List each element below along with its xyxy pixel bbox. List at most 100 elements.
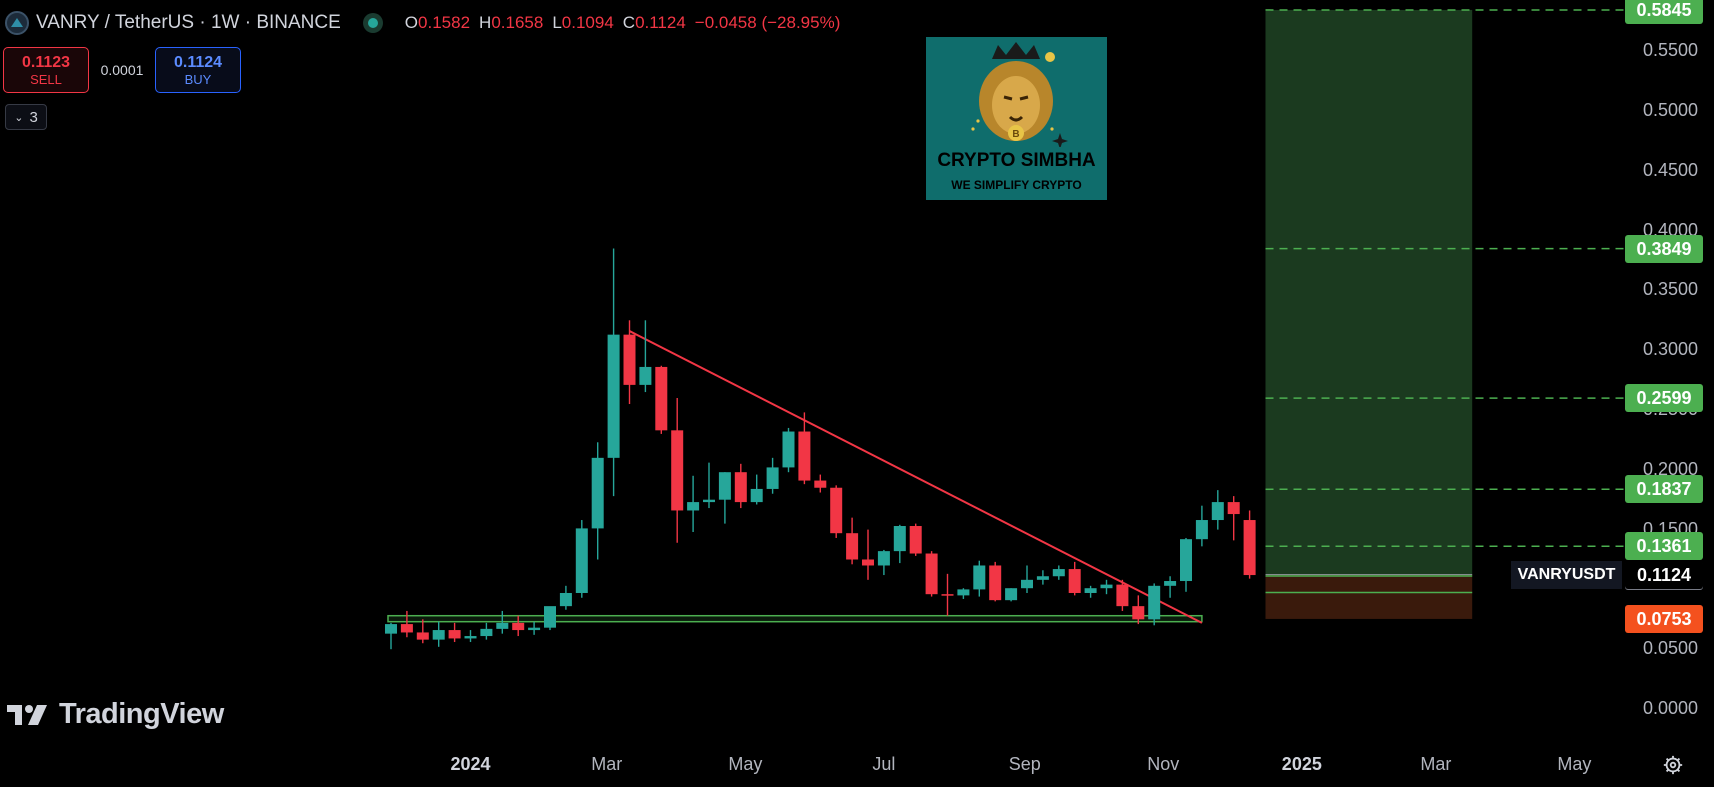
candle-body: [862, 559, 874, 566]
candle: [496, 610, 509, 634]
spread-value: 0.0001: [100, 62, 144, 78]
candle: [1211, 490, 1224, 530]
candle-body: [496, 622, 509, 629]
tradingview-logo[interactable]: TradingView: [7, 698, 224, 731]
symbol-price-tag: VANRYUSDT: [1511, 561, 1622, 589]
candle-body: [655, 366, 668, 431]
candle: [623, 320, 636, 405]
price-level-tag: 0.3849: [1625, 234, 1703, 263]
candle: [830, 485, 843, 538]
candle: [385, 622, 397, 650]
candle-body: [941, 594, 954, 596]
candle: [464, 630, 477, 643]
buy-price: 0.1124: [173, 53, 223, 71]
candle: [400, 610, 413, 638]
price-tick-label: 0.3000: [1642, 339, 1698, 360]
price-tick-label: 0.4000: [1642, 219, 1698, 240]
candle: [544, 606, 556, 631]
logo-title: CRYPTO SIMBHA: [937, 150, 1096, 171]
price-level-tag: 0.2599: [1625, 384, 1703, 413]
candle: [973, 560, 986, 597]
candle-body: [512, 622, 525, 631]
tradingview-icon: [7, 704, 47, 725]
symbol-title[interactable]: VANRY / TetherUS · 1W · BINANCE: [36, 12, 341, 33]
time-tick-label: 2024: [450, 754, 491, 774]
candle-body: [925, 553, 938, 595]
candle: [448, 622, 461, 643]
candle-body: [448, 630, 461, 639]
buy-button[interactable]: 0.1124 BUY: [155, 47, 241, 93]
candle-body: [575, 528, 588, 593]
candle-body: [1243, 520, 1256, 576]
price-level-tag: 0.0753: [1625, 604, 1703, 633]
target-zone[interactable]: [1265, 9, 1473, 575]
chart-header: VANRY / TetherUS · 1W · BINANCE O0.1582 …: [4, 9, 840, 37]
time-tick-label: Nov: [1147, 754, 1180, 774]
sell-price: 0.1123: [21, 53, 71, 71]
candle-body: [1052, 569, 1065, 577]
indicators-toggle-button[interactable]: ⌄ 3: [5, 104, 47, 130]
candle-body: [814, 480, 827, 488]
support-zone[interactable]: [387, 614, 1203, 623]
candle: [1195, 505, 1208, 547]
candle-body: [1164, 581, 1177, 586]
candle: [559, 585, 572, 610]
coin-icon: [5, 11, 29, 35]
candle-body: [480, 628, 493, 637]
time-tick-label: May: [1557, 754, 1592, 774]
candle-body: [957, 589, 970, 596]
candle-body: [400, 624, 413, 633]
candle: [1068, 561, 1081, 596]
candle: [1148, 583, 1161, 626]
candle-body: [464, 636, 477, 639]
candle: [1164, 576, 1177, 598]
candle: [782, 427, 795, 473]
time-tick-label: Sep: [1008, 754, 1041, 774]
candle: [925, 551, 938, 597]
price-tick-label: 0.4500: [1642, 159, 1698, 180]
candle-body: [1068, 569, 1081, 593]
candle-body: [909, 526, 922, 554]
candle-body: [623, 334, 636, 385]
candle: [1005, 588, 1018, 602]
candle-body: [1132, 606, 1145, 620]
candle-body: [1180, 539, 1192, 582]
time-tick-label: 2025: [1281, 754, 1322, 774]
candle: [1100, 579, 1113, 595]
descending-trendline[interactable]: [629, 330, 1203, 624]
candle: [877, 549, 890, 576]
candle: [718, 472, 731, 524]
logo-tagline: WE SIMPLIFY CRYPTO: [951, 178, 1082, 192]
candle: [1052, 565, 1065, 580]
candle-body: [559, 592, 572, 607]
chevron-down-icon: ⌄: [14, 111, 24, 124]
svg-text:B: B: [1012, 129, 1019, 140]
candle-body: [1021, 579, 1033, 589]
candle: [798, 412, 811, 485]
candle: [512, 615, 525, 637]
candle-body: [1227, 502, 1240, 515]
low-readout: L0.1094: [552, 13, 614, 32]
price-tick-label: 0.5500: [1642, 40, 1698, 61]
candle: [941, 573, 954, 616]
candle: [1243, 510, 1256, 579]
gear-icon[interactable]: [1662, 754, 1684, 776]
candle: [480, 622, 493, 640]
lion-emblem-icon: B: [971, 42, 1068, 149]
candle: [1021, 565, 1033, 593]
candle: [703, 462, 715, 509]
market-status-icon[interactable]: [362, 13, 383, 33]
candle: [432, 621, 445, 647]
change-readout: −0.0458 (−28.95%): [694, 13, 841, 32]
stop-zone[interactable]: [1265, 574, 1473, 619]
candle-body: [1100, 584, 1113, 589]
candle: [1116, 579, 1129, 611]
candle-body: [798, 431, 811, 481]
candle-body: [877, 551, 890, 566]
candle: [989, 561, 1002, 602]
time-tick-label: May: [728, 754, 763, 774]
sell-button[interactable]: 0.1123 SELL: [3, 47, 89, 93]
time-tick-label: Mar: [1420, 754, 1452, 774]
